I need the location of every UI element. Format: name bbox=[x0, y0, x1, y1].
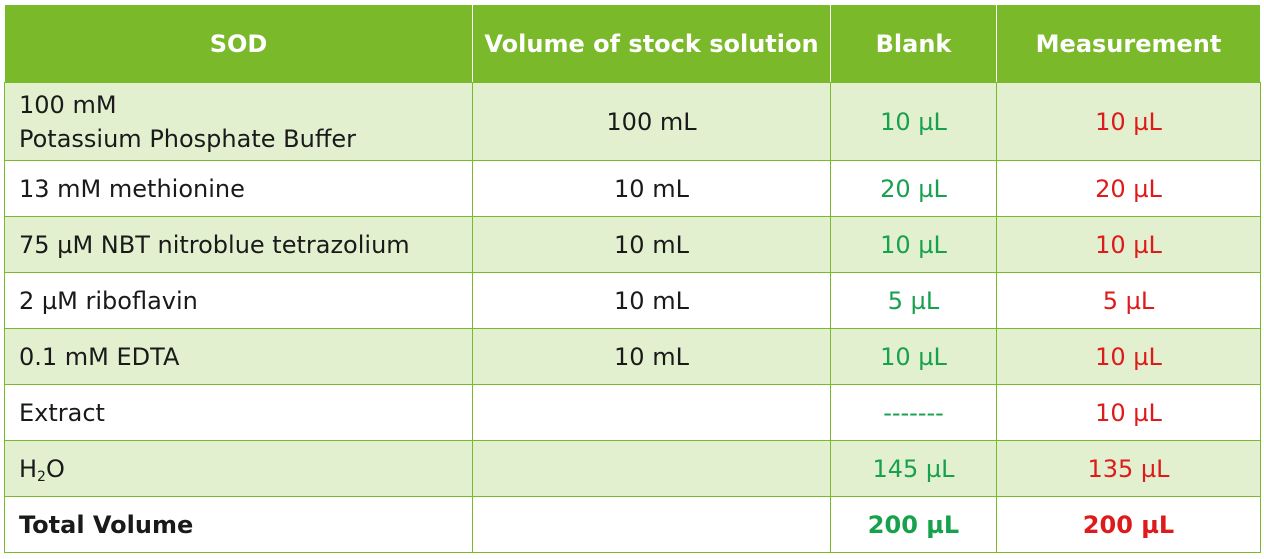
water-formula-base: H bbox=[19, 454, 38, 483]
reagent-cell: 2 µM riboflavin bbox=[4, 272, 473, 329]
table-row: H2O 145 µL 135 µL bbox=[4, 440, 1261, 497]
water-formula-subscript: 2 bbox=[37, 468, 46, 485]
reagent-cell: Extract bbox=[4, 384, 473, 441]
measurement-cell: 135 µL bbox=[996, 440, 1261, 497]
sod-reagent-table: SOD Volume of stock solution Blank Measu… bbox=[4, 4, 1261, 553]
total-blank-cell: 200 µL bbox=[830, 496, 997, 553]
table-row: 75 µM NBT nitroblue tetrazolium 10 mL 10… bbox=[4, 216, 1261, 273]
stock-cell: 100 mL bbox=[472, 82, 831, 161]
reagent-cell: 13 mM methionine bbox=[4, 160, 473, 217]
stock-cell bbox=[472, 384, 831, 441]
table-row: 0.1 mM EDTA 10 mL 10 µL 10 µL bbox=[4, 328, 1261, 385]
blank-cell: 10 µL bbox=[830, 82, 997, 161]
total-label: Total Volume bbox=[4, 496, 473, 553]
table-row: Extract ------- 10 µL bbox=[4, 384, 1261, 441]
reagent-line-1: 100 mM bbox=[19, 90, 117, 119]
stock-cell: 10 mL bbox=[472, 216, 831, 273]
table-row: 2 µM riboflavin 10 mL 5 µL 5 µL bbox=[4, 272, 1261, 329]
measurement-cell: 10 µL bbox=[996, 216, 1261, 273]
header-blank: Blank bbox=[830, 4, 997, 83]
sod-table-container: SOD Volume of stock solution Blank Measu… bbox=[4, 4, 1261, 553]
reagent-cell: H2O bbox=[4, 440, 473, 497]
stock-cell: 10 mL bbox=[472, 328, 831, 385]
header-stock-volume: Volume of stock solution bbox=[472, 4, 831, 83]
header-measurement: Measurement bbox=[996, 4, 1261, 83]
blank-cell: 10 µL bbox=[830, 328, 997, 385]
stock-cell bbox=[472, 440, 831, 497]
measurement-cell: 5 µL bbox=[996, 272, 1261, 329]
reagent-cell: 100 mM Potassium Phosphate Buffer bbox=[4, 82, 473, 161]
reagent-cell: 0.1 mM EDTA bbox=[4, 328, 473, 385]
blank-cell: ------- bbox=[830, 384, 997, 441]
header-sod: SOD bbox=[4, 4, 473, 83]
total-row: Total Volume 200 µL 200 µL bbox=[4, 496, 1261, 553]
reagent-line-2: Potassium Phosphate Buffer bbox=[19, 124, 356, 153]
blank-cell: 10 µL bbox=[830, 216, 997, 273]
header-row: SOD Volume of stock solution Blank Measu… bbox=[4, 4, 1261, 83]
stock-cell: 10 mL bbox=[472, 272, 831, 329]
total-measurement-cell: 200 µL bbox=[996, 496, 1261, 553]
measurement-cell: 20 µL bbox=[996, 160, 1261, 217]
table-row: 100 mM Potassium Phosphate Buffer 100 mL… bbox=[4, 82, 1261, 161]
blank-cell: 5 µL bbox=[830, 272, 997, 329]
blank-cell: 20 µL bbox=[830, 160, 997, 217]
measurement-cell: 10 µL bbox=[996, 82, 1261, 161]
water-formula-tail: O bbox=[45, 454, 65, 483]
measurement-cell: 10 µL bbox=[996, 384, 1261, 441]
measurement-cell: 10 µL bbox=[996, 328, 1261, 385]
table-row: 13 mM methionine 10 mL 20 µL 20 µL bbox=[4, 160, 1261, 217]
reagent-cell: 75 µM NBT nitroblue tetrazolium bbox=[4, 216, 473, 273]
blank-cell: 145 µL bbox=[830, 440, 997, 497]
total-stock-cell bbox=[472, 496, 831, 553]
stock-cell: 10 mL bbox=[472, 160, 831, 217]
